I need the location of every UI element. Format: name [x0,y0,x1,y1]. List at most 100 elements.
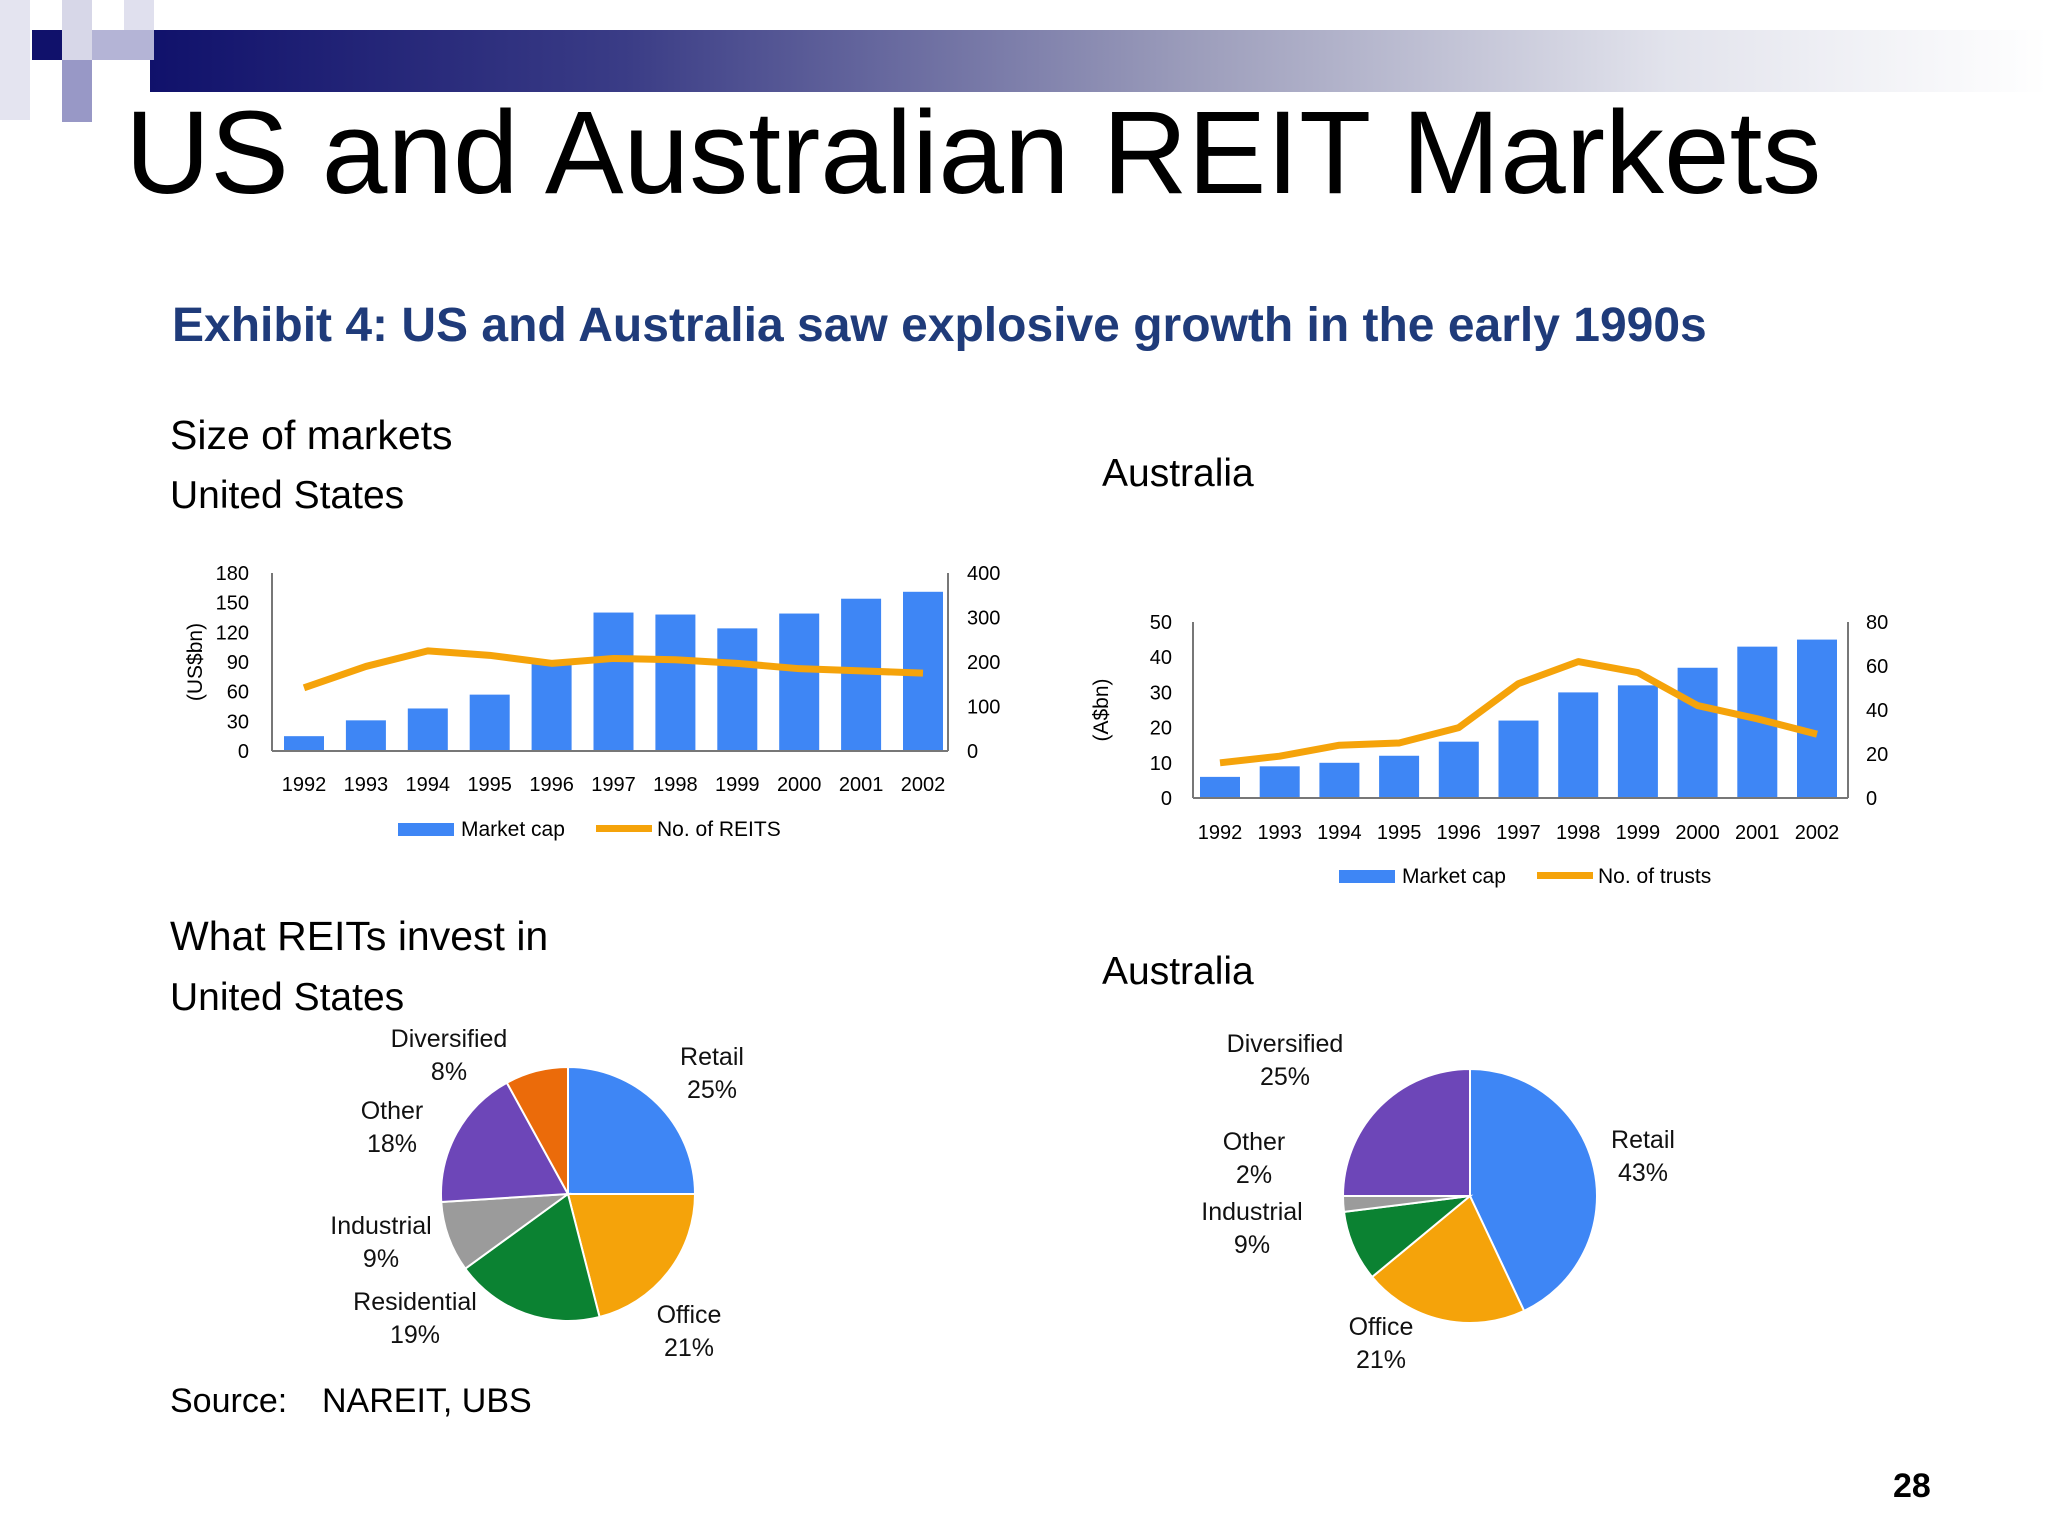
au-size-right-tick: 20 [1866,744,1888,766]
au-invest-slice-office [1370,1194,1526,1324]
us-size-bar-1999 [717,628,758,751]
us-size-legend-bar-label: Market cap [461,818,565,841]
au-size-bar-1999 [1617,685,1658,798]
us-size-x-tick: 1998 [653,774,698,796]
au-size-x-tick: 1999 [1616,822,1661,844]
au-size-y-axis-label: (A$bn) [1090,678,1113,741]
us-invest-slice-pct-industrial: 9% [363,1245,399,1273]
au-size-bar-1995 [1379,755,1420,798]
au-invest-slice-pct-other: 2% [1236,1161,1272,1189]
us-size-left-tick: 0 [238,741,249,763]
au-size-bar-1994 [1319,762,1360,798]
us-size-left-tick: 120 [216,622,249,644]
au-size-x-tick: 1997 [1496,822,1541,844]
us-invest-slice-name-other: Other [361,1097,424,1125]
us-size-line-series [302,647,924,692]
us-size-right-tick: 100 [967,697,1000,719]
au-size-x-tick: 2000 [1675,822,1720,844]
au-size-bar-1996 [1438,741,1479,798]
au-size-bar-2002 [1797,639,1837,798]
au-size-left-tick: 40 [1150,647,1172,669]
au-invest-slice-pct-diversified: 25% [1260,1063,1310,1091]
au-invest-label: Australia [1102,950,1254,993]
us-invest-label: United States [170,976,405,1019]
au-size-line-series [1219,658,1818,767]
us-size-x-tick: 1994 [406,774,451,796]
au-invest-slice-name-diversified: Diversified [1227,1030,1344,1058]
us-invest-slice-residential [463,1192,601,1322]
au-size-legend-line-swatch [1537,872,1593,879]
au-size-label: Australia [1102,452,1254,495]
au-size-left-tick: 10 [1150,753,1172,775]
au-size-bar-1993 [1259,766,1300,798]
invest-heading: What REITs invest in [170,913,549,959]
us-invest-slice-pct-residential: 19% [390,1321,440,1349]
us-size-label: United States [170,474,405,517]
au-size-left-tick: 0 [1161,788,1172,810]
us-size-x-tick: 2000 [777,774,822,796]
us-size-left-tick: 30 [227,711,249,733]
au-invest-slice-name-other: Other [1223,1128,1286,1156]
us-invest-slice-diversified [505,1065,569,1195]
us-size-x-tick: 1993 [344,774,389,796]
us-size-bar-1998 [655,614,696,751]
au-size-x-tick: 1994 [1317,822,1362,844]
us-size-legend-bar-swatch [398,823,454,836]
us-size-x-tick: 1999 [715,774,760,796]
us-invest-slice-pct-retail: 25% [687,1076,737,1104]
us-invest-slice-name-industrial: Industrial [330,1212,431,1240]
us-size-x-tick: 1992 [282,774,327,796]
us-size-y-axis-label: (US$bn) [184,623,207,701]
au-invest-slice-name-industrial: Industrial [1201,1198,1302,1226]
us-size-x-tick: 1995 [467,774,512,796]
au-size-x-tick: 1996 [1437,822,1482,844]
us-invest-slice-pct-other: 18% [367,1130,417,1158]
us-size-legend-line-swatch [596,825,652,832]
us-invest-slice-pct-office: 21% [664,1334,714,1362]
au-size-x-tick: 1993 [1257,822,1302,844]
au-size-right-tick: 60 [1866,656,1888,678]
us-size-bar-1995 [469,694,510,751]
au-size-bar-1997 [1498,720,1539,798]
us-size-legend-line-label: No. of REITS [657,818,781,841]
us-size-x-tick: 1997 [591,774,636,796]
us-size-left-tick: 150 [216,593,249,615]
au-size-right-tick: 40 [1866,700,1888,722]
us-size-right-tick: 200 [967,652,1000,674]
au-invest-slice-name-office: Office [1349,1313,1414,1341]
corner-squares-logo [0,0,170,130]
us-size-x-tick: 1996 [529,774,574,796]
au-size-x-tick: 1998 [1556,822,1601,844]
au-size-left-tick: 20 [1150,718,1172,740]
au-invest-slice-pct-industrial: 9% [1234,1231,1270,1259]
au-invest-slice-pct-office: 21% [1356,1346,1406,1374]
us-size-bar-1994 [407,708,448,751]
us-size-bar-1997 [593,612,634,751]
au-size-right-tick: 80 [1866,612,1888,634]
us-size-bar-2000 [779,613,820,751]
us-invest-slice-pct-diversified: 8% [431,1058,467,1086]
page-number: 28 [1893,1467,1931,1505]
us-size-left-tick: 60 [227,682,249,704]
slide-title: US and Australian REIT Markets [125,87,1822,219]
size-of-markets-heading: Size of markets [170,412,453,458]
us-invest-slice-name-diversified: Diversified [391,1025,508,1053]
us-invest-slice-retail [567,1065,697,1195]
au-invest-slice-retail [1469,1067,1598,1313]
us-invest-slice-name-residential: Residential [353,1288,477,1316]
au-size-bar-1992 [1200,776,1240,798]
us-size-left-tick: 90 [227,652,249,674]
au-size-bar-2000 [1677,667,1718,798]
au-size-left-tick: 50 [1150,612,1172,634]
au-size-x-tick: 1995 [1377,822,1422,844]
au-size-legend-bar-swatch [1339,870,1395,883]
source-value: NAREIT, UBS [322,1382,532,1420]
us-invest-slice-name-retail: Retail [680,1043,744,1071]
us-size-x-tick: 2002 [901,774,946,796]
us-invest-slice-name-office: Office [657,1301,722,1329]
au-size-x-tick: 1992 [1198,822,1243,844]
au-size-x-tick: 2001 [1735,822,1780,844]
au-size-right-tick: 0 [1866,788,1877,810]
exhibit-title: Exhibit 4: US and Australia saw explosiv… [172,299,1707,352]
